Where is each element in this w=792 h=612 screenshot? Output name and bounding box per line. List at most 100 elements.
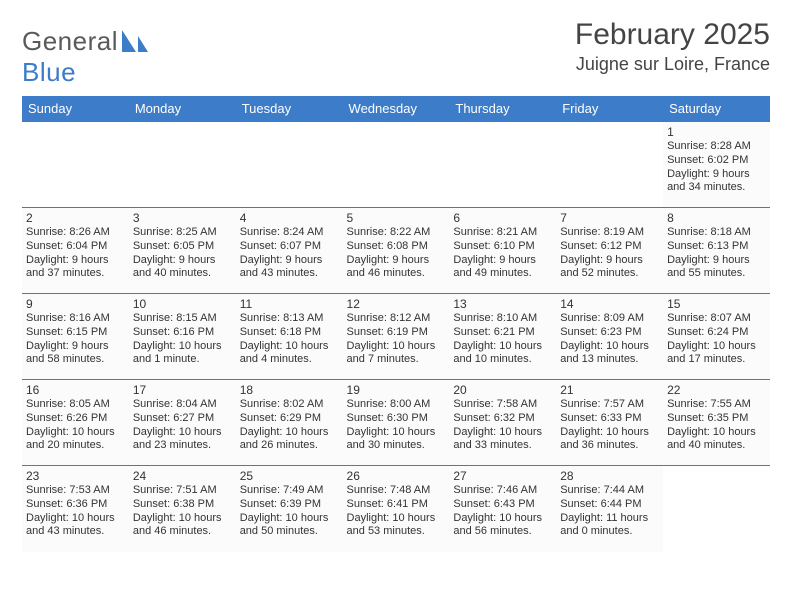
sunset-text: Sunset: 6:30 PM bbox=[347, 412, 446, 426]
sunset-text: Sunset: 6:12 PM bbox=[560, 240, 659, 254]
sunrise-text: Sunrise: 8:16 AM bbox=[26, 312, 125, 326]
calendar-week-row: 1Sunrise: 8:28 AMSunset: 6:02 PMDaylight… bbox=[22, 122, 770, 208]
sunset-text: Sunset: 6:39 PM bbox=[240, 498, 339, 512]
sunrise-text: Sunrise: 8:07 AM bbox=[667, 312, 766, 326]
day-number: 11 bbox=[240, 297, 339, 311]
day-info: Sunrise: 8:26 AMSunset: 6:04 PMDaylight:… bbox=[26, 226, 125, 281]
sunset-text: Sunset: 6:08 PM bbox=[347, 240, 446, 254]
day-number: 28 bbox=[560, 469, 659, 483]
day-info: Sunrise: 8:15 AMSunset: 6:16 PMDaylight:… bbox=[133, 312, 232, 367]
day-info: Sunrise: 8:22 AMSunset: 6:08 PMDaylight:… bbox=[347, 226, 446, 281]
day-info: Sunrise: 8:18 AMSunset: 6:13 PMDaylight:… bbox=[667, 226, 766, 281]
brand-part1: General bbox=[22, 26, 118, 56]
calendar-cell: 2Sunrise: 8:26 AMSunset: 6:04 PMDaylight… bbox=[22, 208, 129, 294]
day-info: Sunrise: 7:46 AMSunset: 6:43 PMDaylight:… bbox=[453, 484, 552, 539]
sunrise-text: Sunrise: 8:25 AM bbox=[133, 226, 232, 240]
sunrise-text: Sunrise: 7:51 AM bbox=[133, 484, 232, 498]
calendar-cell: 19Sunrise: 8:00 AMSunset: 6:30 PMDayligh… bbox=[343, 380, 450, 466]
day-info: Sunrise: 7:51 AMSunset: 6:38 PMDaylight:… bbox=[133, 484, 232, 539]
sunset-text: Sunset: 6:24 PM bbox=[667, 326, 766, 340]
sunset-text: Sunset: 6:29 PM bbox=[240, 412, 339, 426]
day-info: Sunrise: 7:48 AMSunset: 6:41 PMDaylight:… bbox=[347, 484, 446, 539]
sunset-text: Sunset: 6:19 PM bbox=[347, 326, 446, 340]
sunset-text: Sunset: 6:16 PM bbox=[133, 326, 232, 340]
day-number: 2 bbox=[26, 211, 125, 225]
sunrise-text: Sunrise: 8:15 AM bbox=[133, 312, 232, 326]
weekday-header: Sunday bbox=[22, 96, 129, 122]
day-info: Sunrise: 7:49 AMSunset: 6:39 PMDaylight:… bbox=[240, 484, 339, 539]
day-number: 8 bbox=[667, 211, 766, 225]
sunrise-text: Sunrise: 8:22 AM bbox=[347, 226, 446, 240]
calendar-cell: 27Sunrise: 7:46 AMSunset: 6:43 PMDayligh… bbox=[449, 466, 556, 552]
day-info: Sunrise: 8:19 AMSunset: 6:12 PMDaylight:… bbox=[560, 226, 659, 281]
calendar-week-row: 9Sunrise: 8:16 AMSunset: 6:15 PMDaylight… bbox=[22, 294, 770, 380]
calendar-cell: 18Sunrise: 8:02 AMSunset: 6:29 PMDayligh… bbox=[236, 380, 343, 466]
calendar-cell: 11Sunrise: 8:13 AMSunset: 6:18 PMDayligh… bbox=[236, 294, 343, 380]
day-number: 5 bbox=[347, 211, 446, 225]
calendar-cell: 12Sunrise: 8:12 AMSunset: 6:19 PMDayligh… bbox=[343, 294, 450, 380]
day-info: Sunrise: 7:55 AMSunset: 6:35 PMDaylight:… bbox=[667, 398, 766, 453]
sunset-text: Sunset: 6:27 PM bbox=[133, 412, 232, 426]
weekday-row: Sunday Monday Tuesday Wednesday Thursday… bbox=[22, 96, 770, 122]
daylight-text: Daylight: 9 hours and 49 minutes. bbox=[453, 254, 552, 282]
sunrise-text: Sunrise: 8:19 AM bbox=[560, 226, 659, 240]
calendar-cell bbox=[22, 122, 129, 208]
sunrise-text: Sunrise: 7:48 AM bbox=[347, 484, 446, 498]
daylight-text: Daylight: 9 hours and 40 minutes. bbox=[133, 254, 232, 282]
daylight-text: Daylight: 10 hours and 33 minutes. bbox=[453, 426, 552, 454]
calendar-cell: 22Sunrise: 7:55 AMSunset: 6:35 PMDayligh… bbox=[663, 380, 770, 466]
day-number: 15 bbox=[667, 297, 766, 311]
sunrise-text: Sunrise: 7:58 AM bbox=[453, 398, 552, 412]
calendar-week-row: 16Sunrise: 8:05 AMSunset: 6:26 PMDayligh… bbox=[22, 380, 770, 466]
day-number: 12 bbox=[347, 297, 446, 311]
sunset-text: Sunset: 6:07 PM bbox=[240, 240, 339, 254]
calendar-cell: 25Sunrise: 7:49 AMSunset: 6:39 PMDayligh… bbox=[236, 466, 343, 552]
sunrise-text: Sunrise: 8:00 AM bbox=[347, 398, 446, 412]
day-info: Sunrise: 8:09 AMSunset: 6:23 PMDaylight:… bbox=[560, 312, 659, 367]
day-number: 21 bbox=[560, 383, 659, 397]
day-info: Sunrise: 7:44 AMSunset: 6:44 PMDaylight:… bbox=[560, 484, 659, 539]
daylight-text: Daylight: 9 hours and 46 minutes. bbox=[347, 254, 446, 282]
day-info: Sunrise: 8:24 AMSunset: 6:07 PMDaylight:… bbox=[240, 226, 339, 281]
day-number: 9 bbox=[26, 297, 125, 311]
brand-logo: General Blue bbox=[22, 18, 150, 88]
day-number: 22 bbox=[667, 383, 766, 397]
sunrise-text: Sunrise: 7:49 AM bbox=[240, 484, 339, 498]
day-info: Sunrise: 8:00 AMSunset: 6:30 PMDaylight:… bbox=[347, 398, 446, 453]
day-number: 23 bbox=[26, 469, 125, 483]
calendar-cell: 20Sunrise: 7:58 AMSunset: 6:32 PMDayligh… bbox=[449, 380, 556, 466]
month-title: February 2025 bbox=[575, 18, 770, 52]
calendar-cell: 4Sunrise: 8:24 AMSunset: 6:07 PMDaylight… bbox=[236, 208, 343, 294]
day-info: Sunrise: 8:28 AMSunset: 6:02 PMDaylight:… bbox=[667, 140, 766, 195]
daylight-text: Daylight: 10 hours and 50 minutes. bbox=[240, 512, 339, 540]
day-number: 27 bbox=[453, 469, 552, 483]
daylight-text: Daylight: 10 hours and 36 minutes. bbox=[560, 426, 659, 454]
calendar-table: Sunday Monday Tuesday Wednesday Thursday… bbox=[22, 96, 770, 552]
sunrise-text: Sunrise: 8:10 AM bbox=[453, 312, 552, 326]
calendar-cell: 9Sunrise: 8:16 AMSunset: 6:15 PMDaylight… bbox=[22, 294, 129, 380]
sunset-text: Sunset: 6:10 PM bbox=[453, 240, 552, 254]
calendar-cell: 6Sunrise: 8:21 AMSunset: 6:10 PMDaylight… bbox=[449, 208, 556, 294]
sunrise-text: Sunrise: 8:18 AM bbox=[667, 226, 766, 240]
daylight-text: Daylight: 10 hours and 17 minutes. bbox=[667, 340, 766, 368]
calendar-cell bbox=[449, 122, 556, 208]
sunset-text: Sunset: 6:35 PM bbox=[667, 412, 766, 426]
sunset-text: Sunset: 6:33 PM bbox=[560, 412, 659, 426]
day-info: Sunrise: 7:57 AMSunset: 6:33 PMDaylight:… bbox=[560, 398, 659, 453]
sunrise-text: Sunrise: 8:09 AM bbox=[560, 312, 659, 326]
sunset-text: Sunset: 6:05 PM bbox=[133, 240, 232, 254]
daylight-text: Daylight: 10 hours and 26 minutes. bbox=[240, 426, 339, 454]
sunset-text: Sunset: 6:43 PM bbox=[453, 498, 552, 512]
calendar-cell: 23Sunrise: 7:53 AMSunset: 6:36 PMDayligh… bbox=[22, 466, 129, 552]
sunset-text: Sunset: 6:04 PM bbox=[26, 240, 125, 254]
calendar-cell: 28Sunrise: 7:44 AMSunset: 6:44 PMDayligh… bbox=[556, 466, 663, 552]
daylight-text: Daylight: 10 hours and 53 minutes. bbox=[347, 512, 446, 540]
daylight-text: Daylight: 10 hours and 40 minutes. bbox=[667, 426, 766, 454]
day-info: Sunrise: 8:10 AMSunset: 6:21 PMDaylight:… bbox=[453, 312, 552, 367]
calendar-cell: 26Sunrise: 7:48 AMSunset: 6:41 PMDayligh… bbox=[343, 466, 450, 552]
calendar-week-row: 2Sunrise: 8:26 AMSunset: 6:04 PMDaylight… bbox=[22, 208, 770, 294]
day-number: 3 bbox=[133, 211, 232, 225]
day-number: 6 bbox=[453, 211, 552, 225]
sunset-text: Sunset: 6:21 PM bbox=[453, 326, 552, 340]
brand-text: General Blue bbox=[22, 26, 118, 88]
